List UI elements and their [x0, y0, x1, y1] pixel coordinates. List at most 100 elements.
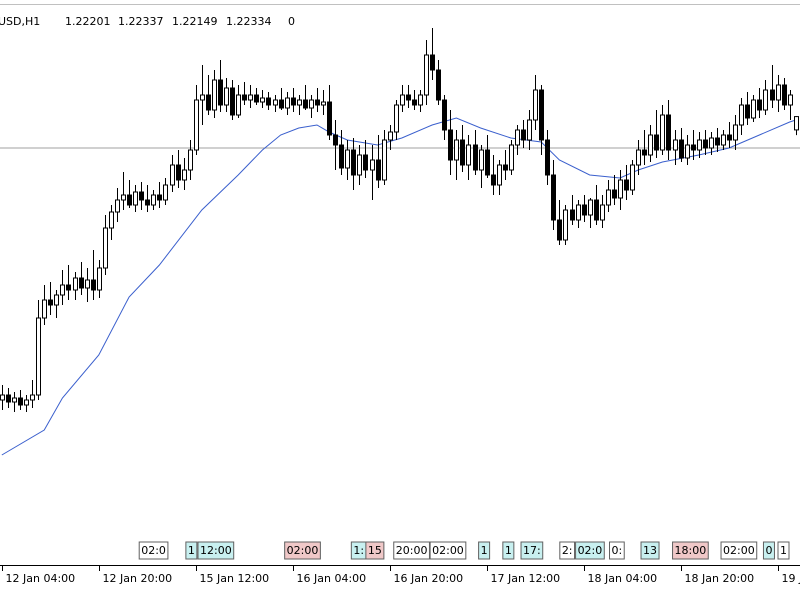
candle-body: [273, 99, 278, 106]
candle: [721, 130, 726, 150]
event-flag: 2:: [559, 541, 576, 560]
candle-body: [376, 159, 381, 181]
event-box: [138, 541, 169, 560]
candle-body: [170, 164, 175, 186]
candle-body: [188, 149, 193, 171]
low-value: 1.22149: [172, 15, 218, 28]
event-box: [640, 541, 660, 560]
candle: [782, 78, 787, 110]
candle: [54, 290, 59, 318]
x-tick-label: 17 Jan 12:00: [491, 572, 561, 585]
event-box: [393, 541, 430, 560]
candle-body: [673, 139, 678, 151]
event-box: [365, 541, 385, 560]
candle-body: [473, 144, 478, 171]
candle: [363, 140, 368, 178]
event-label: 15: [368, 544, 382, 557]
candle-body: [224, 87, 229, 106]
candle: [691, 130, 696, 160]
candle-body: [266, 97, 271, 106]
event-box: [197, 541, 235, 560]
candle: [279, 88, 284, 110]
candle-body: [321, 101, 326, 106]
candle-body: [133, 191, 138, 206]
candle: [321, 90, 326, 115]
candle-body: [103, 227, 108, 269]
candle-body: [66, 284, 71, 291]
candle: [491, 155, 496, 195]
event-flag: 0: [762, 541, 775, 560]
candle-body: [236, 94, 241, 116]
candle: [648, 125, 653, 162]
candle-body: [697, 139, 702, 151]
candle: [606, 180, 611, 212]
candle: [97, 260, 102, 298]
candle-body: [242, 94, 247, 101]
candle-body: [430, 54, 435, 71]
event-flag: 1: [777, 541, 790, 560]
candle: [285, 92, 290, 115]
x-tick-label: 12 Jan 04:00: [6, 572, 76, 585]
candle: [297, 95, 302, 115]
candle: [6, 388, 11, 408]
candle: [406, 85, 411, 108]
candle-body: [551, 174, 556, 221]
candle-body: [479, 149, 484, 171]
event-label: 13: [643, 544, 657, 557]
event-label: 12:00: [200, 544, 232, 557]
candle: [485, 135, 490, 178]
candle-body: [54, 294, 59, 306]
candle: [709, 132, 714, 155]
candle: [430, 28, 435, 80]
candle-body: [703, 139, 708, 149]
candle-body: [194, 99, 199, 151]
candle: [73, 272, 78, 300]
event-box: [520, 541, 544, 560]
candle: [624, 165, 629, 200]
candle: [260, 90, 265, 108]
moving-average: [1, 117, 796, 456]
extra-value: 0: [288, 15, 295, 28]
event-label: 0:: [612, 544, 623, 557]
candle-body: [776, 84, 781, 101]
event-flag: 1: [185, 541, 198, 560]
candle: [182, 158, 187, 190]
candle-body: [733, 124, 738, 141]
candle-body: [727, 134, 732, 141]
candle: [666, 100, 671, 160]
candle: [394, 100, 399, 140]
event-flag: 17:: [520, 541, 544, 560]
candle: [121, 172, 126, 210]
candle: [733, 115, 738, 150]
candle: [642, 130, 647, 165]
open-value: 1.22201: [65, 15, 111, 28]
candle-body: [539, 89, 544, 141]
candle-body: [339, 144, 344, 169]
event-box: [609, 541, 625, 560]
candle: [727, 122, 732, 148]
event-flag: 0:: [609, 541, 625, 560]
candle: [636, 140, 641, 175]
candle-body: [721, 134, 726, 146]
candle: [194, 85, 199, 155]
candle: [788, 90, 793, 120]
candle-body: [345, 149, 350, 169]
event-flag: 1:: [350, 541, 367, 560]
candle-body: [30, 394, 35, 401]
candle: [151, 190, 156, 210]
candle-body: [770, 89, 775, 101]
x-tick-label: 18 Jan 04:00: [588, 572, 658, 585]
candle: [157, 182, 162, 208]
candle-body: [182, 169, 187, 181]
candle-body: [139, 191, 144, 201]
candle: [248, 85, 253, 108]
event-box: [575, 541, 605, 560]
candle-body: [333, 134, 338, 146]
candle-body: [145, 199, 150, 206]
candle: [115, 188, 120, 222]
candle-body: [454, 139, 459, 161]
candle-body: [582, 204, 587, 216]
candle: [85, 268, 90, 302]
candle-body: [151, 194, 156, 206]
